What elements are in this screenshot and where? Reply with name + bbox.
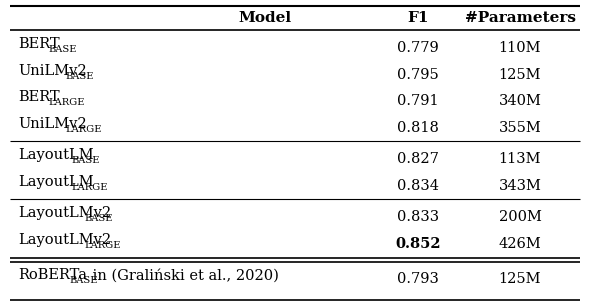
Text: BERT: BERT (18, 37, 60, 51)
Text: LayoutLMv2: LayoutLMv2 (18, 233, 111, 247)
Text: UniLMv2: UniLMv2 (18, 117, 87, 131)
Text: 200M: 200M (499, 210, 542, 224)
Text: 343M: 343M (499, 179, 542, 193)
Text: LayoutLM: LayoutLM (18, 175, 94, 189)
Text: 125M: 125M (499, 68, 541, 82)
Text: BASE: BASE (48, 45, 77, 54)
Text: 110M: 110M (499, 41, 541, 55)
Text: BASE: BASE (71, 156, 100, 165)
Text: #Parameters: #Parameters (464, 11, 575, 25)
Text: 0.834: 0.834 (397, 179, 439, 193)
Text: LARGE: LARGE (71, 183, 108, 192)
Text: LARGE: LARGE (48, 98, 85, 107)
Text: F1: F1 (407, 11, 429, 25)
Text: 0.818: 0.818 (397, 121, 439, 135)
Text: 0.791: 0.791 (397, 94, 439, 108)
Text: BASE: BASE (70, 276, 98, 285)
Text: in (Graliński et al., 2020): in (Graliński et al., 2020) (88, 268, 279, 282)
Text: 0.779: 0.779 (397, 41, 439, 55)
Text: 0.793: 0.793 (397, 272, 439, 286)
Text: LayoutLM: LayoutLM (18, 148, 94, 162)
Text: 0.827: 0.827 (397, 152, 439, 166)
Text: 426M: 426M (499, 237, 542, 251)
Text: RoBERTa: RoBERTa (18, 268, 87, 282)
Text: 0.795: 0.795 (397, 68, 439, 82)
Text: 0.833: 0.833 (397, 210, 439, 224)
Text: BASE: BASE (84, 214, 113, 223)
Text: 355M: 355M (499, 121, 542, 135)
Text: LARGE: LARGE (84, 241, 121, 250)
Text: BASE: BASE (65, 72, 94, 81)
Text: 0.852: 0.852 (395, 237, 441, 251)
Text: Model: Model (238, 11, 291, 25)
Text: BERT: BERT (18, 90, 60, 104)
Text: LARGE: LARGE (65, 125, 101, 134)
Text: 340M: 340M (499, 94, 542, 108)
Text: 125M: 125M (499, 272, 541, 286)
Text: 113M: 113M (499, 152, 541, 166)
Text: UniLMv2: UniLMv2 (18, 64, 87, 78)
Text: LayoutLMv2: LayoutLMv2 (18, 206, 111, 220)
